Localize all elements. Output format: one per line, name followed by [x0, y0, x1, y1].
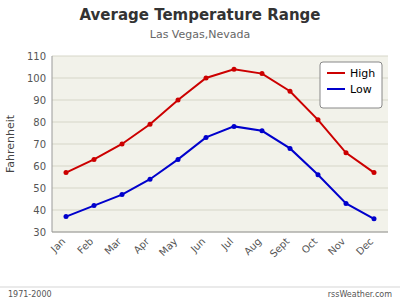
data-point	[372, 216, 377, 221]
data-point	[92, 157, 97, 162]
grid-line	[52, 166, 388, 167]
legend-label: Low	[350, 83, 372, 96]
footer-right: rssWeather.com	[328, 290, 392, 299]
data-point	[260, 128, 265, 133]
x-tick-label: May	[157, 236, 179, 258]
data-point	[204, 76, 209, 81]
y-tick-label: 50	[33, 183, 46, 194]
data-point	[148, 122, 153, 127]
data-point	[148, 177, 153, 182]
x-tick-label: Jun	[188, 236, 208, 256]
data-point	[64, 214, 69, 219]
grid-line	[52, 56, 388, 57]
x-tick-label: Jul	[218, 236, 235, 253]
data-point	[176, 98, 181, 103]
y-axis-line	[52, 56, 53, 232]
data-point	[344, 150, 349, 155]
legend-swatch	[327, 88, 345, 90]
data-point	[344, 201, 349, 206]
y-tick-label: 40	[33, 205, 46, 216]
x-tick-label: Sept	[268, 236, 292, 260]
data-point	[288, 89, 293, 94]
grid-line	[52, 188, 388, 189]
x-tick-label: Dec	[354, 236, 375, 257]
legend-swatch	[327, 72, 345, 74]
data-point	[176, 157, 181, 162]
data-point	[64, 170, 69, 175]
data-point	[120, 192, 125, 197]
legend: High Low	[320, 62, 382, 108]
grid-line	[52, 232, 388, 233]
y-tick-label: 70	[33, 139, 46, 150]
legend-box	[320, 62, 382, 108]
grid-line	[52, 210, 388, 211]
x-tick-label: Oct	[299, 236, 319, 256]
legend-label: High	[350, 67, 375, 80]
x-tick-label: Mar	[102, 235, 124, 257]
y-tick-label: 100	[27, 73, 46, 84]
plot-area	[52, 56, 388, 232]
data-point	[232, 124, 237, 129]
title: Average Temperature Range	[79, 6, 320, 24]
y-axis-label: Fahrenheit	[4, 114, 17, 173]
series-line	[66, 126, 374, 218]
footer-left: 1971-2000	[8, 290, 52, 299]
y-tick-label: 110	[27, 51, 46, 62]
background	[0, 0, 400, 300]
y-tick-label: 30	[33, 227, 46, 238]
grid-line	[52, 122, 388, 123]
data-point	[372, 170, 377, 175]
x-axis-line	[52, 232, 388, 233]
y-tick-label: 80	[33, 117, 46, 128]
footer-rule	[0, 287, 400, 288]
plot-marks	[64, 67, 377, 222]
data-point	[204, 135, 209, 140]
subtitle: Las Vegas,Nevada	[150, 28, 250, 41]
data-point	[232, 67, 237, 72]
data-point	[316, 117, 321, 122]
x-tick-label: Nov	[326, 236, 348, 258]
data-point	[92, 203, 97, 208]
x-tick-label: Jan	[48, 236, 67, 255]
data-point	[260, 71, 265, 76]
data-point	[120, 142, 125, 147]
x-tick-label: Apr	[131, 235, 152, 256]
chart: Average Temperature Range Las Vegas,Nevad…	[0, 0, 400, 300]
x-tick-label: Feb	[75, 236, 95, 256]
data-point	[288, 146, 293, 151]
x-tick-label: Aug	[242, 236, 264, 258]
data-point	[316, 172, 321, 177]
y-tick-label: 90	[33, 95, 46, 106]
y-tick-label: 60	[33, 161, 46, 172]
